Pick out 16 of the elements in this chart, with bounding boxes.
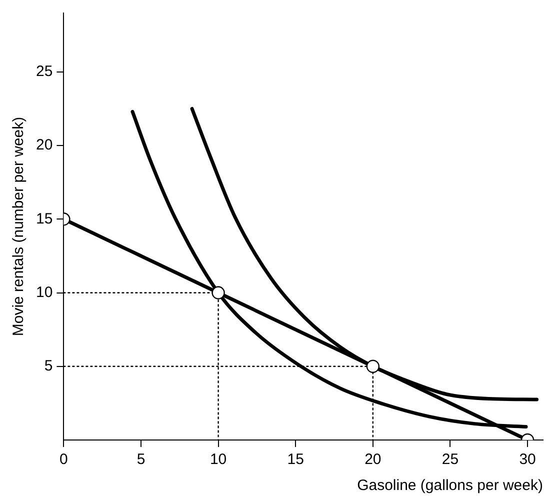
x-tick-label: 10: [210, 451, 227, 468]
x-tick-label: 0: [60, 451, 68, 468]
y-tick-label: 20: [36, 136, 53, 154]
y-tick-label: 5: [44, 358, 53, 375]
x-axis-title: Gasoline (gallons per week): [357, 477, 543, 494]
y-tick-label: 25: [36, 63, 53, 80]
point: [366, 360, 380, 373]
x-tick-label: 20: [364, 451, 382, 468]
y-tick-label: 10: [36, 284, 53, 301]
y-axis-title: Movie rentals (number per week): [10, 116, 28, 336]
x-tick-label: 30: [519, 451, 536, 468]
x-tick-label: 25: [442, 451, 459, 468]
x-tick-label: 5: [136, 451, 146, 468]
point: [212, 286, 225, 300]
x-tick-label: 15: [287, 451, 304, 468]
y-tick-label: 15: [36, 210, 53, 228]
